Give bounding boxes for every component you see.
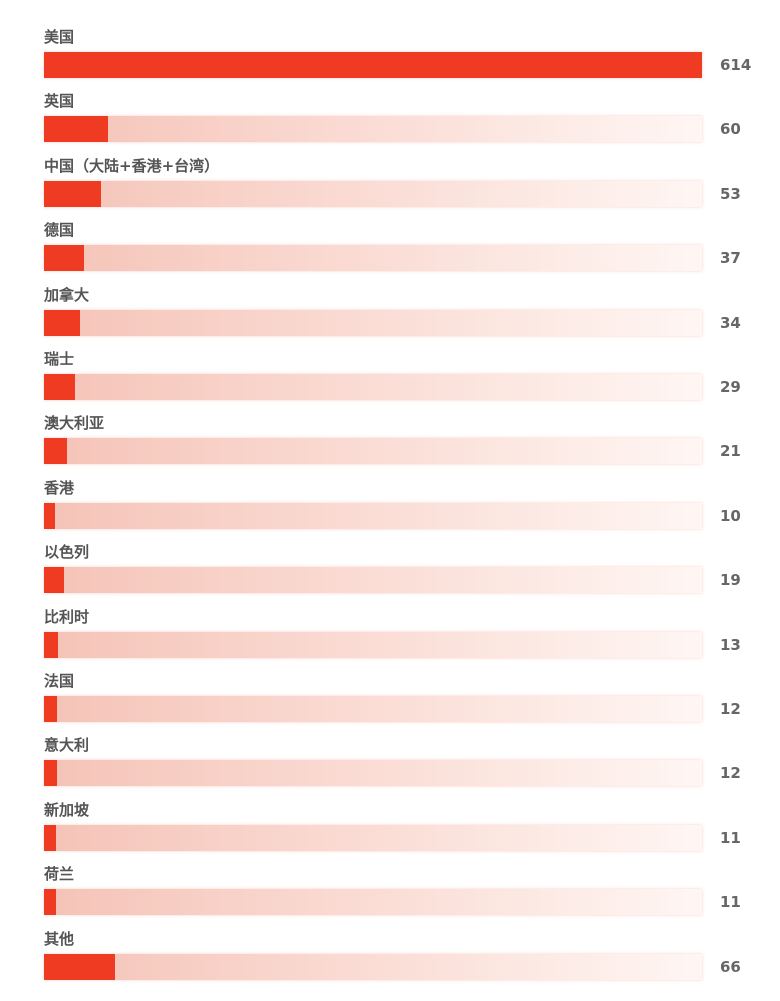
value-label: 11: [720, 828, 741, 847]
chart-row: 瑞士 29: [0, 350, 780, 414]
bar: [44, 760, 57, 787]
category-label: 中国（大陆+香港+台湾）: [44, 156, 220, 175]
bar: [44, 889, 56, 916]
value-label: 12: [720, 700, 741, 718]
value-label: 12: [720, 764, 741, 783]
bar: [44, 502, 55, 529]
value-label: 19: [720, 571, 741, 590]
bar-track: [44, 116, 702, 143]
bar: [44, 953, 115, 980]
chart-row: 澳大利亚 21: [0, 414, 780, 478]
value-label: 53: [720, 184, 741, 203]
bar: [44, 438, 67, 465]
bar-track: [44, 438, 702, 465]
bar-track: [44, 245, 702, 272]
bar-track: [44, 760, 702, 787]
category-label: 法国: [44, 672, 75, 690]
bar-track: [44, 631, 702, 658]
bar: [44, 631, 58, 658]
category-label: 荷兰: [44, 865, 75, 884]
bar-track: [44, 309, 702, 336]
category-label: 英国: [44, 92, 75, 111]
bar-track: [44, 953, 702, 980]
value-label: 66: [720, 957, 741, 976]
value-label: 29: [720, 378, 741, 396]
chart-row: 中国（大陆+香港+台湾） 53: [0, 157, 780, 221]
category-label: 香港: [44, 478, 75, 497]
chart-row: 德国 37: [0, 221, 780, 285]
chart-row: 荷兰 11: [0, 865, 780, 929]
chart-row: 比利时 13: [0, 608, 780, 672]
chart-row: 香港 10: [0, 479, 780, 543]
bar-track: [44, 696, 702, 722]
category-label: 以色列: [44, 543, 90, 562]
value-label: 10: [720, 506, 741, 525]
category-label: 其他: [44, 929, 75, 948]
chart-row: 加拿大 34: [0, 286, 780, 350]
category-label: 意大利: [44, 736, 90, 755]
bar-track: [44, 374, 702, 400]
value-label: 11: [720, 893, 741, 912]
bar: [44, 52, 702, 78]
bar-track: [44, 824, 702, 851]
chart-row: 美国 614: [0, 28, 780, 92]
chart-row: 新加坡 11: [0, 801, 780, 865]
category-label: 美国: [44, 28, 75, 46]
category-label: 澳大利亚: [44, 414, 105, 433]
category-label: 比利时: [44, 607, 90, 626]
value-label: 60: [720, 120, 741, 139]
category-label: 新加坡: [44, 800, 90, 819]
bar: [44, 116, 109, 143]
bar: [44, 567, 65, 594]
bar-track: [44, 502, 702, 529]
value-label: 21: [720, 442, 741, 461]
chart-row: 英国 60: [0, 92, 780, 156]
chart-row: 以色列 19: [0, 543, 780, 607]
value-label: 13: [720, 635, 741, 654]
category-label: 瑞士: [44, 350, 75, 368]
chart-row: 其他 66: [0, 930, 780, 994]
bar: [44, 824, 56, 851]
value-label: 34: [720, 313, 741, 332]
category-label: 德国: [44, 221, 75, 240]
bar-track: [44, 567, 702, 594]
value-label: 614: [720, 56, 752, 74]
bar-track: [44, 889, 702, 916]
chart-row: 意大利 12: [0, 736, 780, 800]
value-label: 37: [720, 249, 741, 268]
bar: [44, 180, 101, 207]
category-label: 加拿大: [44, 285, 90, 304]
bar: [44, 696, 57, 722]
bar-track: [44, 180, 702, 207]
bar: [44, 309, 81, 336]
bar: [44, 245, 84, 272]
chart-row: 法国 12: [0, 672, 780, 736]
bar: [44, 374, 76, 400]
